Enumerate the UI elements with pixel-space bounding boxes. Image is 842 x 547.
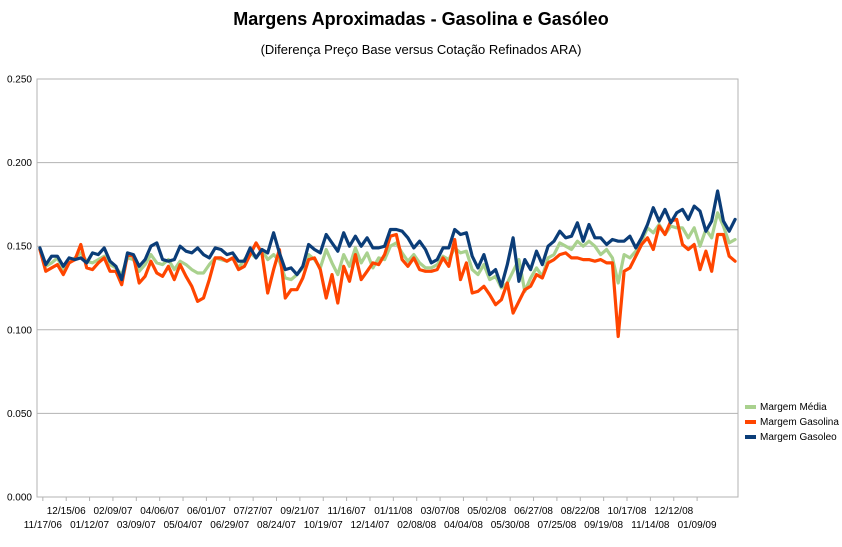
- x-tick-label-upper: 11/16/07: [328, 506, 367, 517]
- x-tick-label-lower: 04/04/08: [444, 520, 483, 531]
- x-tick-label-upper: 06/01/07: [187, 506, 226, 517]
- x-tick-label-lower: 11/14/08: [631, 520, 670, 531]
- x-tick-label-lower: 06/29/07: [210, 520, 249, 531]
- x-tick-label-lower: 01/09/09: [678, 520, 717, 531]
- legend-label-gasoleo: Margem Gasoleo: [760, 432, 837, 443]
- series-line-gasolina: [38, 217, 737, 339]
- x-tick-label-upper: 08/22/08: [561, 506, 600, 517]
- series-lines: [38, 189, 737, 339]
- x-axis-ticks: 11/17/06 01/12/07 03/09/07 05/04/07 06/29/07…: [24, 497, 717, 531]
- plot-area-border: [36, 78, 739, 498]
- x-tick-label-upper: 12/12/08: [654, 506, 693, 517]
- x-tick-label-lower: 09/19/08: [584, 520, 623, 531]
- x-tick-label-lower: 12/14/07: [351, 520, 390, 531]
- x-tick-label-lower: 02/08/08: [397, 520, 436, 531]
- x-tick-label-upper: 10/17/08: [608, 506, 647, 517]
- x-tick-label-upper: 07/27/07: [234, 506, 273, 517]
- y-tick-label: 0.200: [7, 158, 32, 169]
- y-tick-label: 0.250: [7, 75, 32, 86]
- gridlines: [37, 162, 738, 414]
- x-tick-label-lower: 05/04/07: [164, 520, 203, 531]
- legend-label-media: Margem Média: [760, 402, 827, 413]
- x-tick-label-upper: 12/15/06: [47, 506, 86, 517]
- x-tick-label-upper: 09/21/07: [280, 506, 319, 517]
- x-tick-label-upper: 03/07/08: [421, 506, 460, 517]
- x-tick-label-lower: 01/12/07: [70, 520, 109, 531]
- series-line-gasoleo: [38, 189, 737, 288]
- y-tick-label: 0.000: [7, 493, 32, 504]
- y-tick-label: 0.150: [7, 242, 32, 253]
- x-tick-label-lower: 11/17/06: [24, 520, 63, 531]
- y-axis-ticks: 0.000 0.050 0.100 0.150 0.200 0.250: [7, 75, 32, 504]
- series-line-media: [38, 211, 737, 293]
- x-tick-label-upper: 05/02/08: [467, 506, 506, 517]
- x-tick-label-upper: 04/06/07: [140, 506, 179, 517]
- x-tick-label-upper: 01/11/08: [374, 506, 413, 517]
- y-tick-label: 0.100: [7, 325, 32, 336]
- x-tick-label-upper: 02/09/07: [93, 506, 132, 517]
- legend-label-gasolina: Margem Gasolina: [760, 417, 839, 428]
- x-tick-label-lower: 05/30/08: [491, 520, 530, 531]
- legend: Margem Média Margem Gasolina Margem Gaso…: [745, 402, 839, 443]
- x-tick-label-lower: 10/19/07: [304, 520, 343, 531]
- y-tick-label: 0.050: [7, 409, 32, 420]
- x-tick-label-lower: 03/09/07: [117, 520, 156, 531]
- chart-title: Margens Aproximadas - Gasolina e Gasóleo: [233, 9, 609, 29]
- x-tick-label-upper: 06/27/08: [514, 506, 553, 517]
- x-tick-label-lower: 08/24/07: [257, 520, 296, 531]
- x-tick-label-lower: 07/25/08: [537, 520, 576, 531]
- chart-subtitle: (Diferença Preço Base versus Cotação Ref…: [260, 42, 582, 57]
